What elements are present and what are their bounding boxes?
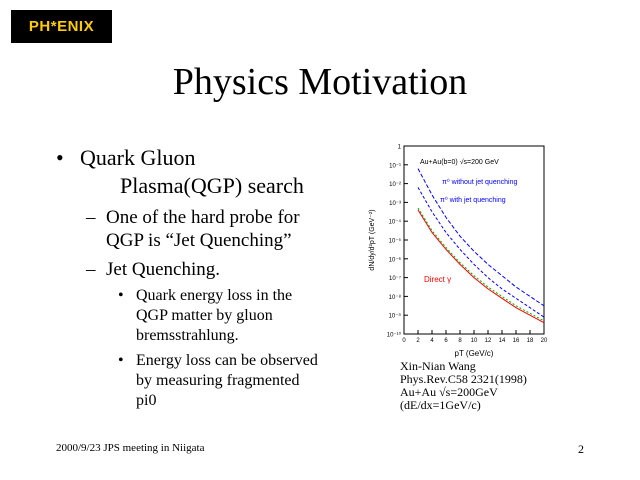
- bullet-marker: •: [118, 287, 124, 304]
- footer-text: 2000/9/23 JPS meeting in Niigata: [56, 442, 205, 454]
- y-tick-label: 10⁻³: [389, 201, 401, 207]
- y-tick-label: 10⁻⁵: [389, 238, 402, 245]
- bullet-marker: •: [118, 352, 124, 369]
- citation: Xin-Nian Wang Phys.Rev.C58 2321(1998) Au…: [400, 360, 527, 412]
- series-line-with: [417, 187, 545, 318]
- x-tick-group: 0 2 4 6 8 10 12 14 16 18 20: [402, 330, 548, 344]
- bullet-jet-quenching: – Jet Quenching.: [56, 258, 346, 281]
- citation-system: Au+Au √s=200GeV: [400, 385, 498, 399]
- x-tick-label: 18: [527, 338, 534, 344]
- bullet-marker: –: [86, 207, 96, 228]
- series-line-green: [417, 207, 545, 322]
- y-axis-label: dN/dy/d²pT (GeV⁻²): [369, 209, 376, 270]
- citation-energy-loss: (dE/dx=1GeV/c): [400, 398, 481, 412]
- x-tick-label: 6: [444, 338, 448, 344]
- bullet-text-line: Jet Quenching.: [106, 259, 220, 280]
- series-line-direct: [417, 209, 545, 324]
- bullet-energy-loss: • Quark energy loss in the QGP matter by…: [56, 286, 346, 346]
- bullet-text-line: pi0: [136, 392, 157, 409]
- x-tick-label: 0: [402, 338, 406, 344]
- pt-spectrum-chart: 1 10⁻¹ 10⁻² 10⁻³ 10⁻⁴ 10⁻⁵ 10⁻⁶ 10⁻⁷ 10⁻⁸ 10⁻⁹ 10⁻…: [369, 145, 548, 359]
- x-tick-label: 10: [471, 338, 478, 344]
- y-tick-label: 10⁻¹⁰: [387, 332, 402, 339]
- bullet-text-line: by measuring fragmented: [136, 372, 300, 389]
- bullet-text-line: bremsstrahlung.: [136, 327, 239, 344]
- bullet-text-line: One of the hard probe for: [106, 207, 300, 228]
- y-tick-label: 10⁻¹: [389, 163, 401, 169]
- x-tick-label: 2: [416, 338, 420, 344]
- series-line-without: [417, 168, 545, 307]
- y-tick-label: 1: [398, 145, 402, 151]
- annotation-without-quenching: π⁰ without jet quenching: [442, 178, 517, 186]
- y-tick-label: 10⁻⁷: [389, 275, 401, 282]
- logo-text: PH*ENIX: [28, 18, 95, 35]
- series-group: [417, 168, 545, 324]
- x-axis-label: pT (GeV/c): [455, 349, 494, 358]
- citation-author: Xin-Nian Wang: [400, 359, 476, 373]
- bullet-text-line: QGP matter by gluon: [136, 307, 273, 324]
- x-tick-label: 20: [541, 338, 548, 344]
- bullet-marker: •: [56, 145, 64, 170]
- bullet-list: • Quark Gluon Plasma(QGP) search – One o…: [56, 144, 346, 411]
- x-tick-label: 16: [513, 338, 520, 344]
- y-tick-label: 10⁻⁹: [389, 313, 402, 320]
- y-tick-label: 10⁻⁴: [389, 219, 402, 226]
- bullet-text-line: Quark energy loss in the: [136, 287, 293, 304]
- y-tick-label: 10⁻⁶: [389, 256, 402, 263]
- bullet-qgp-search: • Quark Gluon Plasma(QGP) search: [56, 144, 346, 200]
- x-tick-label: 12: [485, 338, 492, 344]
- bullet-text-line: Quark Gluon: [80, 145, 196, 170]
- bullet-text-line: Energy loss can be observed: [136, 352, 318, 369]
- annotation-with-quenching: π⁰ with jet quenching: [440, 196, 506, 204]
- y-tick-group: 1 10⁻¹ 10⁻² 10⁻³ 10⁻⁴ 10⁻⁵ 10⁻⁶ 10⁻⁷ 10⁻⁸ 10⁻⁹ 10⁻…: [387, 145, 408, 339]
- annotation-system: Au+Au(b=0) √s=200 GeV: [420, 158, 499, 166]
- bullet-hard-probe: – One of the hard probe for QGP is “Jet …: [56, 206, 346, 252]
- phenix-logo: PH*ENIX: [11, 10, 112, 43]
- x-tick-label: 8: [458, 338, 462, 344]
- bullet-observation: • Energy loss can be observed by measuri…: [56, 351, 346, 411]
- slide-title: Physics Motivation: [172, 61, 468, 103]
- page-number: 2: [578, 442, 584, 456]
- bullet-text-line: Plasma(QGP) search: [120, 173, 304, 198]
- x-tick-label: 14: [499, 338, 506, 344]
- bullet-text-line: QGP is “Jet Quenching”: [106, 230, 292, 251]
- annotation-direct-gamma: Direct γ: [424, 275, 451, 284]
- x-tick-label: 4: [430, 338, 434, 344]
- plot-frame: [403, 145, 545, 335]
- bullet-marker: –: [86, 259, 96, 280]
- y-tick-label: 10⁻⁸: [389, 294, 402, 301]
- citation-reference: Phys.Rev.C58 2321(1998): [400, 372, 527, 386]
- y-tick-label: 10⁻²: [389, 182, 401, 188]
